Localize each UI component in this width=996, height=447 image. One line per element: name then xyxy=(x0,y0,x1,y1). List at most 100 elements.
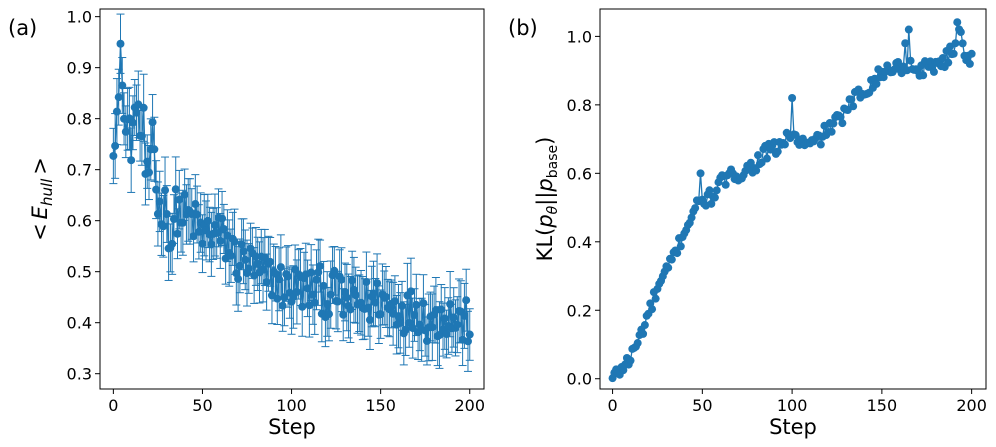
data-point xyxy=(150,145,159,154)
data-point xyxy=(218,214,227,223)
data-point xyxy=(175,195,184,204)
x-tick-label: 50 xyxy=(692,396,712,415)
panel-b-y-label-p1: p xyxy=(533,214,557,228)
panel-a: (a) 0 50 100 150 200 0.3 0.4 0.5 0.6 0.7 0.8 0.9 1.… xyxy=(8,8,485,439)
data-point xyxy=(757,158,766,167)
data-point xyxy=(442,330,451,339)
y-tick-label: 0.3 xyxy=(67,365,92,384)
panel-a-y-label-e: E xyxy=(28,205,52,219)
y-tick-label: 0.6 xyxy=(567,164,592,183)
data-point xyxy=(193,210,202,219)
data-point xyxy=(929,67,938,76)
data-point xyxy=(109,151,118,160)
data-point xyxy=(422,336,431,345)
data-point xyxy=(633,339,642,348)
data-point xyxy=(310,298,319,307)
data-point xyxy=(816,140,825,149)
data-point xyxy=(337,275,346,284)
data-point xyxy=(216,236,225,245)
data-point xyxy=(173,229,182,238)
x-tick-label: 200 xyxy=(956,396,987,415)
panel-a-y-label-sub: hull xyxy=(38,178,56,206)
data-point xyxy=(894,57,903,66)
data-point xyxy=(849,102,858,111)
data-point xyxy=(780,140,789,149)
data-point xyxy=(132,108,141,117)
data-point xyxy=(676,242,685,251)
data-point xyxy=(919,71,928,80)
data-point xyxy=(307,268,316,277)
data-point xyxy=(712,186,721,195)
data-point xyxy=(346,305,355,314)
data-point xyxy=(292,287,301,296)
data-point xyxy=(159,222,168,231)
data-point xyxy=(639,329,648,338)
data-point xyxy=(143,157,152,166)
data-point xyxy=(323,299,332,308)
data-point xyxy=(180,190,189,199)
data-point xyxy=(198,239,207,248)
data-point xyxy=(210,221,219,230)
data-point xyxy=(266,257,275,266)
panel-b-x-axis-label: Step xyxy=(769,415,817,439)
data-point xyxy=(226,251,235,260)
data-point xyxy=(753,151,762,160)
data-point xyxy=(127,156,136,165)
data-point xyxy=(449,313,458,322)
data-point xyxy=(938,53,947,62)
data-point xyxy=(710,193,719,202)
data-point xyxy=(253,259,262,268)
data-point xyxy=(836,113,845,122)
data-point xyxy=(664,263,673,272)
data-point xyxy=(651,294,660,303)
data-point xyxy=(137,132,146,141)
panel-b-y-label-sub1: θ xyxy=(545,205,561,214)
data-point xyxy=(348,276,357,285)
panel-b-y-axis-label: KL(pθ||pbase) xyxy=(533,137,561,262)
data-point xyxy=(626,356,635,365)
data-point xyxy=(369,289,378,298)
data-point xyxy=(640,321,649,330)
data-point xyxy=(212,228,221,237)
data-point xyxy=(648,305,657,314)
data-point xyxy=(673,249,682,258)
data-point xyxy=(365,315,374,324)
data-point xyxy=(410,311,419,320)
data-point xyxy=(278,301,287,310)
data-point xyxy=(965,59,974,68)
y-tick-label: 0.7 xyxy=(67,161,92,180)
panel-a-y-label-close: > xyxy=(28,157,52,175)
y-tick-label: 0.4 xyxy=(567,233,592,252)
panel-b-y-ticks: 0.0 0.2 0.4 0.6 0.8 1.0 xyxy=(567,27,600,389)
data-point xyxy=(829,119,838,128)
y-tick-label: 0.8 xyxy=(67,110,92,129)
data-point xyxy=(705,186,714,195)
data-point xyxy=(362,277,371,286)
data-point xyxy=(696,169,705,178)
data-point xyxy=(153,209,162,218)
data-point xyxy=(944,58,953,67)
panel-b-y-label-post: ) xyxy=(533,137,557,145)
data-point xyxy=(342,293,351,302)
data-point xyxy=(440,314,449,323)
data-point xyxy=(396,318,405,327)
data-point xyxy=(152,185,161,194)
data-point xyxy=(412,300,421,309)
data-point xyxy=(178,218,187,227)
data-point xyxy=(371,298,380,307)
data-point xyxy=(319,281,328,290)
data-point xyxy=(230,237,239,246)
data-point xyxy=(283,272,292,281)
x-tick-label: 100 xyxy=(276,396,307,415)
y-tick-label: 0.2 xyxy=(567,301,592,320)
data-point xyxy=(437,305,446,314)
data-point xyxy=(791,131,800,140)
data-point xyxy=(168,239,177,248)
data-point xyxy=(333,297,342,306)
x-tick-label: 50 xyxy=(192,396,212,415)
panel-a-x-ticks: 0 50 100 150 200 xyxy=(108,389,485,415)
data-point xyxy=(906,56,915,65)
data-point xyxy=(111,141,120,150)
data-point xyxy=(381,292,390,301)
